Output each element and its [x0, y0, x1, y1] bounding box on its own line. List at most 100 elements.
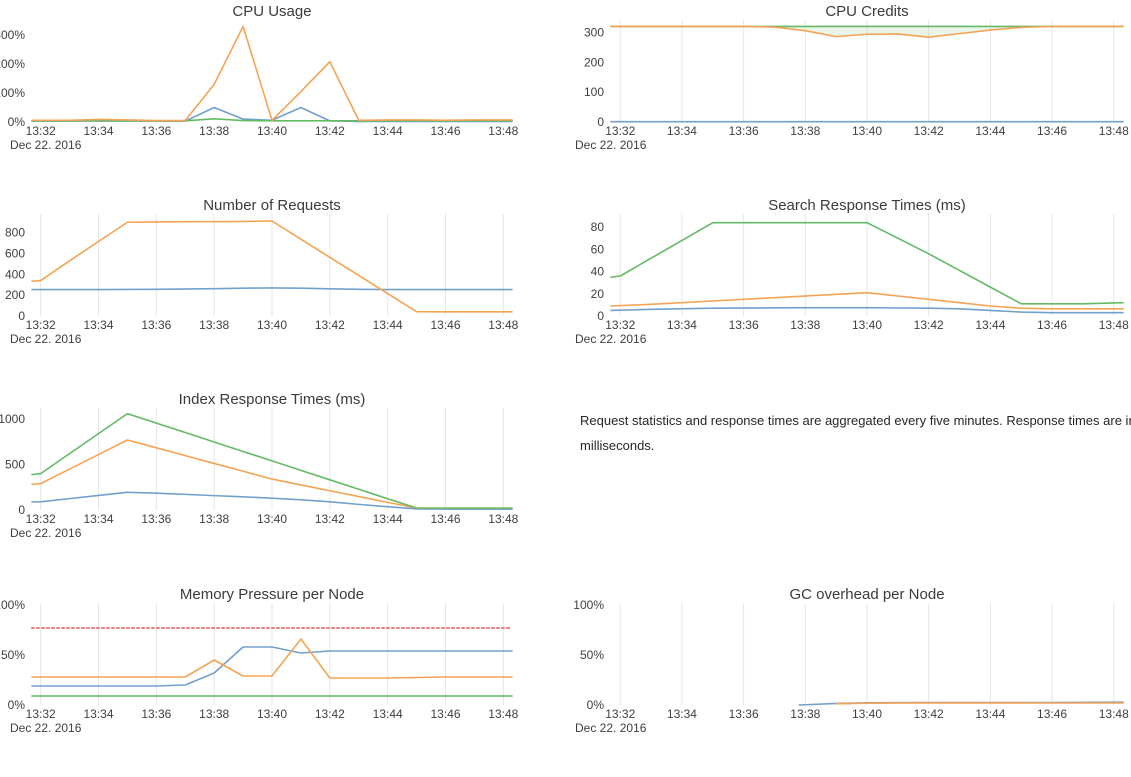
svg-text:13:42: 13:42: [315, 124, 345, 138]
svg-text:100%: 100%: [0, 86, 25, 100]
svg-text:13:48: 13:48: [488, 512, 518, 526]
chart-number-of-requests: Number of Requests 0 200 400 600 800 13:32 13:…: [0, 194, 565, 388]
svg-text:500: 500: [5, 458, 25, 472]
cpu-credits-plot: 0 100 200 300 13:32 13:34 13:36 13:38 13:40 13:42…: [575, 20, 1129, 152]
svg-text:1000: 1000: [0, 412, 25, 426]
svg-text:13:44: 13:44: [373, 124, 403, 138]
svg-text:13:36: 13:36: [141, 318, 171, 332]
svg-text:13:40: 13:40: [852, 318, 882, 332]
svg-text:13:48: 13:48: [488, 707, 518, 721]
svg-text:200: 200: [5, 288, 25, 302]
svg-text:13:44: 13:44: [373, 318, 403, 332]
svg-text:13:32: 13:32: [26, 124, 56, 138]
svg-text:13:40: 13:40: [257, 512, 287, 526]
chart-cpu-usage: CPU Usage 0% 100% 200% 300% 13:32 13:34 13:36 1…: [0, 0, 565, 194]
note-cell: Request statistics and response times ar…: [565, 388, 1131, 582]
svg-text:0: 0: [18, 503, 25, 517]
chart-index-response-times: Index Response Times (ms) 0 500 1000 13:32 1…: [0, 388, 565, 582]
svg-text:13:46: 13:46: [1037, 707, 1067, 721]
svg-text:300: 300: [584, 25, 604, 39]
svg-text:13:40: 13:40: [257, 124, 287, 138]
svg-text:13:34: 13:34: [667, 124, 697, 138]
svg-text:13:34: 13:34: [83, 512, 113, 526]
svg-text:13:40: 13:40: [852, 707, 882, 721]
svg-text:80: 80: [591, 220, 605, 234]
svg-text:13:46: 13:46: [430, 318, 460, 332]
svg-text:Dec 22. 2016: Dec 22. 2016: [10, 332, 82, 346]
svg-text:13:32: 13:32: [26, 318, 56, 332]
svg-text:13:42: 13:42: [315, 512, 345, 526]
svg-text:300%: 300%: [0, 28, 25, 42]
svg-text:20: 20: [591, 287, 605, 301]
svg-text:13:46: 13:46: [430, 512, 460, 526]
svg-text:400: 400: [5, 267, 25, 281]
svg-text:Dec 22. 2016: Dec 22. 2016: [575, 721, 647, 735]
svg-text:13:48: 13:48: [1099, 124, 1129, 138]
svg-text:13:44: 13:44: [373, 707, 403, 721]
chart-title-search-response-times: Search Response Times (ms): [768, 197, 966, 214]
svg-text:13:38: 13:38: [790, 124, 820, 138]
svg-text:13:42: 13:42: [914, 707, 944, 721]
svg-text:13:36: 13:36: [729, 318, 759, 332]
svg-text:13:44: 13:44: [373, 512, 403, 526]
svg-text:Dec 22. 2016: Dec 22. 2016: [575, 332, 647, 346]
svg-text:Dec 22. 2016: Dec 22. 2016: [10, 526, 82, 540]
svg-text:13:48: 13:48: [1099, 318, 1129, 332]
svg-text:600: 600: [5, 247, 25, 261]
svg-text:13:32: 13:32: [26, 512, 56, 526]
svg-text:13:38: 13:38: [199, 124, 229, 138]
svg-text:60: 60: [591, 242, 605, 256]
svg-text:Dec 22. 2016: Dec 22. 2016: [10, 138, 82, 152]
svg-text:13:36: 13:36: [141, 124, 171, 138]
svg-text:800: 800: [5, 226, 25, 240]
svg-text:13:32: 13:32: [605, 318, 635, 332]
svg-text:0%: 0%: [8, 698, 26, 712]
svg-text:13:36: 13:36: [729, 124, 759, 138]
svg-text:13:36: 13:36: [729, 707, 759, 721]
chart-title-memory-pressure: Memory Pressure per Node: [179, 586, 365, 603]
svg-text:13:46: 13:46: [1037, 124, 1067, 138]
chart-title-gc-overhead: GC overhead per Node: [789, 586, 945, 603]
svg-text:13:46: 13:46: [430, 124, 460, 138]
svg-text:13:44: 13:44: [975, 124, 1005, 138]
svg-text:0%: 0%: [8, 115, 26, 129]
svg-text:13:48: 13:48: [1099, 707, 1129, 721]
svg-text:13:42: 13:42: [315, 318, 345, 332]
memory-pressure-plot: 0% 50% 100% 13:32 13:34 13:36 13:38 13:40 13:42 1…: [0, 598, 519, 735]
svg-text:13:34: 13:34: [83, 707, 113, 721]
number-of-requests-plot: 0 200 400 600 800 13:32 13:34 13:36 13:38 13:40 13…: [5, 214, 519, 346]
chart-title-cpu-usage: CPU Usage: [232, 3, 312, 20]
svg-text:13:38: 13:38: [199, 707, 229, 721]
svg-text:13:44: 13:44: [975, 318, 1005, 332]
chart-gc-overhead: GC overhead per Node 0% 50% 100% 13:32 13:34…: [565, 583, 1130, 777]
svg-text:13:36: 13:36: [141, 707, 171, 721]
svg-text:13:36: 13:36: [141, 512, 171, 526]
chart-cpu-credits: CPU Credits 0 100 200 300 13:32 13:34 13:36 13:…: [565, 0, 1130, 194]
svg-text:Dec 22. 2016: Dec 22. 2016: [10, 721, 82, 735]
aggregation-note: Request statistics and response times ar…: [580, 413, 1131, 453]
svg-text:100%: 100%: [573, 598, 604, 612]
svg-text:13:46: 13:46: [1037, 318, 1067, 332]
svg-text:200: 200: [584, 55, 604, 69]
svg-text:50%: 50%: [580, 648, 604, 662]
search-response-times-plot: 0 20 40 60 80 13:32 13:34 13:36 13:38 13:40 13:42 1…: [575, 214, 1129, 346]
chart-title-cpu-credits: CPU Credits: [825, 3, 909, 20]
svg-text:13:46: 13:46: [430, 707, 460, 721]
svg-text:100: 100: [584, 85, 604, 99]
svg-text:13:40: 13:40: [257, 707, 287, 721]
chart-title-number-of-requests: Number of Requests: [203, 197, 341, 214]
svg-text:13:34: 13:34: [667, 318, 697, 332]
gc-overhead-plot: 0% 50% 100% 13:32 13:34 13:36 13:38 13:40 13:42 1…: [573, 598, 1129, 735]
svg-text:0: 0: [597, 309, 604, 323]
svg-text:13:38: 13:38: [790, 318, 820, 332]
index-response-times-plot: 0 500 1000 13:32 13:34 13:36 13:38 13:40 13:42 13…: [0, 408, 519, 540]
svg-text:50%: 50%: [1, 648, 25, 662]
svg-text:13:48: 13:48: [488, 124, 518, 138]
svg-text:13:40: 13:40: [852, 124, 882, 138]
svg-text:13:32: 13:32: [605, 124, 635, 138]
svg-text:13:42: 13:42: [914, 124, 944, 138]
svg-text:13:38: 13:38: [199, 318, 229, 332]
svg-text:13:32: 13:32: [605, 707, 635, 721]
svg-text:13:32: 13:32: [26, 707, 56, 721]
svg-text:0: 0: [597, 115, 604, 129]
